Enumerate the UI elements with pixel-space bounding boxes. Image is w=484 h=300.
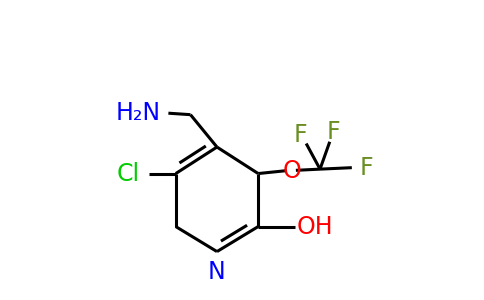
- Text: F: F: [294, 123, 308, 147]
- Text: H₂N: H₂N: [116, 101, 161, 125]
- Text: OH: OH: [297, 214, 333, 239]
- Text: O: O: [283, 159, 302, 183]
- Text: F: F: [327, 120, 340, 144]
- Text: N: N: [208, 260, 226, 284]
- Text: F: F: [360, 156, 373, 180]
- Text: Cl: Cl: [117, 162, 139, 186]
